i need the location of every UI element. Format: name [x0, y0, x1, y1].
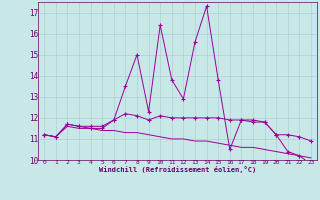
X-axis label: Windchill (Refroidissement éolien,°C): Windchill (Refroidissement éolien,°C): [99, 166, 256, 173]
